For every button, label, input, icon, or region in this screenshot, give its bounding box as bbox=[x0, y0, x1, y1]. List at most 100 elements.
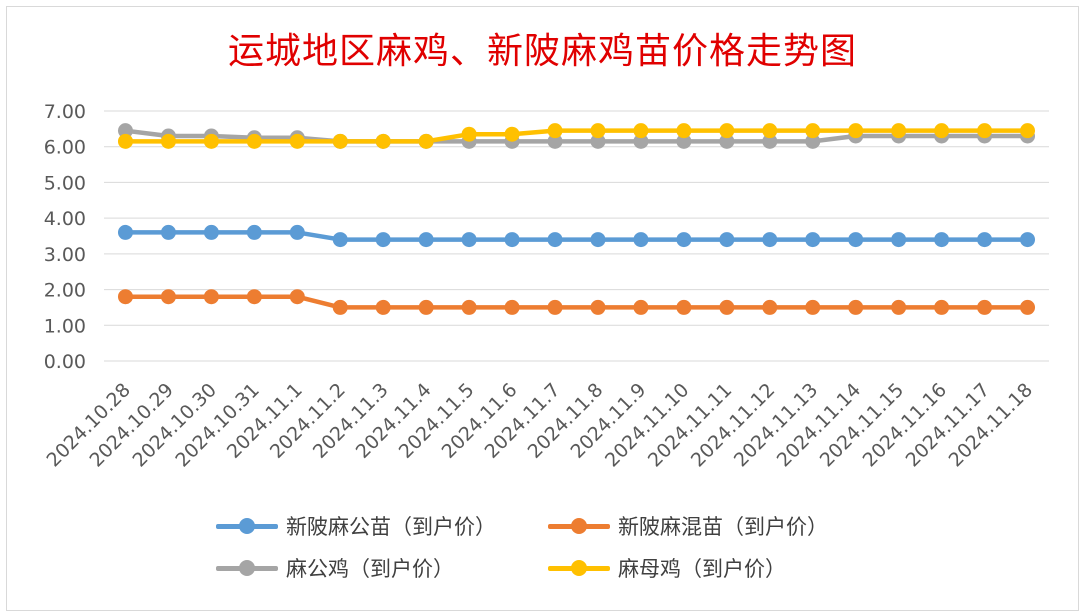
data-point-series-1[interactable] bbox=[590, 299, 606, 315]
data-point-series-0[interactable] bbox=[418, 232, 434, 248]
legend-label-series-3: 麻母鸡（到户价） bbox=[618, 557, 786, 581]
data-point-series-0[interactable] bbox=[719, 232, 735, 248]
legend-item-series-0[interactable]: 新陂麻公苗（到户价） bbox=[216, 512, 548, 540]
legend-swatch-series-3 bbox=[548, 558, 610, 578]
data-point-series-1[interactable] bbox=[977, 299, 993, 315]
series-line-1 bbox=[123, 294, 1030, 310]
legend-item-series-1[interactable]: 新陂麻混苗（到户价） bbox=[548, 512, 888, 540]
y-tick-label: 5.00 bbox=[44, 172, 86, 194]
y-tick-label: 7.00 bbox=[44, 101, 86, 123]
data-point-series-3[interactable] bbox=[203, 133, 219, 149]
series-line-0 bbox=[123, 230, 1030, 242]
y-axis-ticks: 0.00 1.00 2.00 3.00 4.00 5.00 6.00 7.00 bbox=[44, 101, 86, 373]
data-point-series-1[interactable] bbox=[418, 299, 434, 315]
data-point-series-3[interactable] bbox=[547, 123, 563, 139]
data-point-series-0[interactable] bbox=[117, 224, 133, 240]
data-point-series-0[interactable] bbox=[891, 232, 907, 248]
data-point-series-2[interactable] bbox=[762, 133, 778, 149]
data-point-series-0[interactable] bbox=[848, 232, 864, 248]
data-point-series-3[interactable] bbox=[332, 133, 348, 149]
data-point-series-3[interactable] bbox=[762, 123, 778, 139]
data-point-series-0[interactable] bbox=[762, 232, 778, 248]
data-point-series-3[interactable] bbox=[891, 123, 907, 139]
series-line-2 bbox=[123, 128, 1030, 144]
data-point-series-3[interactable] bbox=[676, 123, 692, 139]
data-point-series-1[interactable] bbox=[1020, 299, 1036, 315]
data-point-series-1[interactable] bbox=[762, 299, 778, 315]
legend-item-series-3[interactable]: 麻母鸡（到户价） bbox=[548, 554, 888, 582]
data-point-series-0[interactable] bbox=[1020, 232, 1036, 248]
data-point-series-3[interactable] bbox=[848, 123, 864, 139]
data-point-series-3[interactable] bbox=[246, 133, 262, 149]
data-point-series-2[interactable] bbox=[805, 133, 821, 149]
gridlines bbox=[104, 110, 1049, 362]
chart-title: 运城地区麻鸡、新陂麻鸡苗价格走势图 bbox=[227, 31, 857, 72]
data-point-series-0[interactable] bbox=[461, 232, 477, 248]
data-point-series-1[interactable] bbox=[504, 299, 520, 315]
data-point-series-2[interactable] bbox=[676, 133, 692, 149]
data-point-series-0[interactable] bbox=[547, 232, 563, 248]
data-point-series-3[interactable] bbox=[719, 123, 735, 139]
data-point-series-0[interactable] bbox=[332, 232, 348, 248]
data-point-series-3[interactable] bbox=[418, 133, 434, 149]
data-point-series-3[interactable] bbox=[633, 123, 649, 139]
data-point-series-1[interactable] bbox=[375, 299, 391, 315]
data-point-series-2[interactable] bbox=[117, 123, 133, 139]
data-point-series-1[interactable] bbox=[246, 289, 262, 305]
data-point-series-0[interactable] bbox=[590, 232, 606, 248]
data-point-series-0[interactable] bbox=[977, 232, 993, 248]
data-point-series-3[interactable] bbox=[977, 123, 993, 139]
data-point-series-1[interactable] bbox=[289, 289, 305, 305]
legend-item-series-2[interactable]: 麻公鸡（到户价） bbox=[216, 554, 548, 582]
data-point-series-2[interactable] bbox=[633, 133, 649, 149]
data-point-series-1[interactable] bbox=[891, 299, 907, 315]
data-point-series-1[interactable] bbox=[934, 299, 950, 315]
data-point-series-1[interactable] bbox=[461, 299, 477, 315]
data-point-series-1[interactable] bbox=[332, 299, 348, 315]
data-point-series-2[interactable] bbox=[590, 133, 606, 149]
data-point-series-0[interactable] bbox=[676, 232, 692, 248]
data-point-series-1[interactable] bbox=[719, 299, 735, 315]
legend-label-series-0: 新陂麻公苗（到户价） bbox=[286, 515, 496, 539]
data-point-series-1[interactable] bbox=[117, 289, 133, 305]
data-point-series-1[interactable] bbox=[547, 299, 563, 315]
data-point-series-2[interactable] bbox=[719, 133, 735, 149]
data-point-series-1[interactable] bbox=[633, 299, 649, 315]
data-point-series-3[interactable] bbox=[1020, 123, 1036, 139]
data-point-series-3[interactable] bbox=[590, 123, 606, 139]
y-tick-label: 4.00 bbox=[44, 208, 86, 230]
legend-label-series-1: 新陂麻混苗（到户价） bbox=[618, 515, 828, 539]
data-point-series-3[interactable] bbox=[934, 123, 950, 139]
legend-label-series-2: 麻公鸡（到户价） bbox=[286, 557, 454, 581]
data-point-series-3[interactable] bbox=[289, 133, 305, 149]
legend-swatch-series-1 bbox=[548, 516, 610, 536]
data-point-series-0[interactable] bbox=[504, 232, 520, 248]
data-point-series-0[interactable] bbox=[375, 232, 391, 248]
data-point-series-0[interactable] bbox=[934, 232, 950, 248]
data-point-series-0[interactable] bbox=[633, 232, 649, 248]
data-point-series-3[interactable] bbox=[805, 123, 821, 139]
y-tick-label: 0.00 bbox=[44, 351, 86, 373]
data-point-series-0[interactable] bbox=[160, 224, 176, 240]
x-axis-ticks: 2024.10.282024.10.292024.10.302024.10.31… bbox=[43, 379, 1038, 471]
data-point-series-0[interactable] bbox=[203, 224, 219, 240]
data-point-series-1[interactable] bbox=[160, 289, 176, 305]
data-point-series-1[interactable] bbox=[676, 299, 692, 315]
data-point-series-1[interactable] bbox=[805, 299, 821, 315]
y-tick-label: 2.00 bbox=[44, 280, 86, 302]
data-point-series-0[interactable] bbox=[805, 232, 821, 248]
data-point-series-1[interactable] bbox=[848, 299, 864, 315]
data-point-series-0[interactable] bbox=[246, 224, 262, 240]
data-point-series-3[interactable] bbox=[160, 133, 176, 149]
data-point-series-3[interactable] bbox=[375, 133, 391, 149]
data-point-series-1[interactable] bbox=[203, 289, 219, 305]
legend-swatch-series-2 bbox=[216, 558, 278, 578]
data-point-series-3[interactable] bbox=[117, 133, 133, 149]
data-point-series-0[interactable] bbox=[289, 224, 305, 240]
data-point-series-2[interactable] bbox=[547, 133, 563, 149]
data-point-series-3[interactable] bbox=[461, 126, 477, 142]
legend-swatch-series-0 bbox=[216, 516, 278, 536]
series-lines bbox=[123, 128, 1030, 310]
data-point-series-3[interactable] bbox=[504, 126, 520, 142]
